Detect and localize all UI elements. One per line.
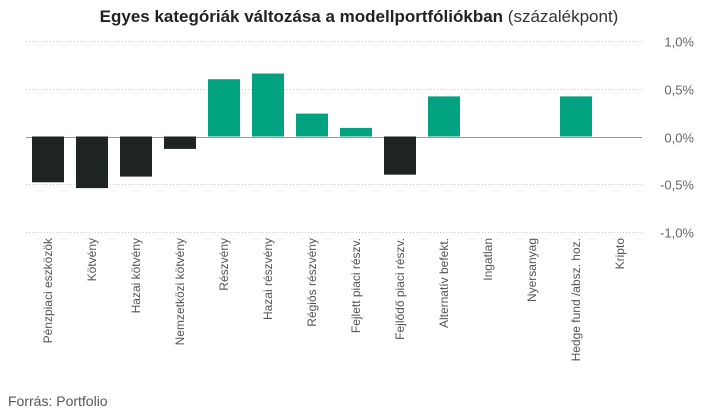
bar	[340, 127, 372, 137]
category-label: Nyersanyag	[525, 238, 539, 302]
chart-title-unit: (százalékpont)	[507, 7, 619, 26]
y-tick-label: -0,5%	[660, 178, 694, 193]
y-tick-label: 0,0%	[664, 131, 694, 146]
category-label: Alternatív befekt.	[437, 238, 451, 328]
category-label: Ingatlan	[481, 238, 495, 281]
category-label: Nemzetközi kötvény	[173, 238, 187, 345]
category-label: Fejlett piaci részv.	[349, 238, 363, 333]
chart-title-main: Egyes kategóriák változása a modellportf…	[99, 7, 504, 26]
bar	[384, 136, 416, 175]
bar	[76, 136, 108, 189]
category-label: Hazai részvény	[261, 238, 275, 320]
bar	[560, 96, 592, 137]
bar	[296, 113, 328, 137]
y-tick-labels: 1,0% 0,5% 0,0% -0,5% -1,0%	[660, 35, 694, 241]
bar	[208, 79, 240, 137]
category-label: Kripto	[613, 238, 627, 270]
bar	[120, 136, 152, 177]
chart-title: Egyes kategóriák változása a modellportf…	[0, 6, 718, 28]
y-tick-label: 1,0%	[664, 35, 694, 50]
x-tick-labels: Pénzpiaci eszközök Kötvény Hazai kötvény Ne…	[41, 237, 627, 361]
bar	[32, 136, 64, 183]
category-label: Fejlődő piaci részv.	[393, 238, 407, 340]
category-label: Részvény	[217, 238, 231, 291]
grid-layer	[26, 41, 642, 233]
bar	[164, 136, 196, 149]
category-label: Hazai kötvény	[129, 238, 143, 313]
y-tick-label: -1,0%	[660, 226, 694, 241]
category-label: Pénzpiaci eszközök	[41, 237, 55, 343]
y-tick-label: 0,5%	[664, 83, 694, 98]
bar	[428, 96, 460, 137]
bar	[252, 73, 284, 137]
source-note: Forrás: Portfolio	[8, 393, 108, 409]
category-label: Hedge fund /absz. hoz.	[569, 238, 583, 361]
bars-layer	[32, 73, 592, 189]
category-label: Régiós részvény	[305, 238, 319, 327]
category-label: Kötvény	[85, 238, 99, 281]
